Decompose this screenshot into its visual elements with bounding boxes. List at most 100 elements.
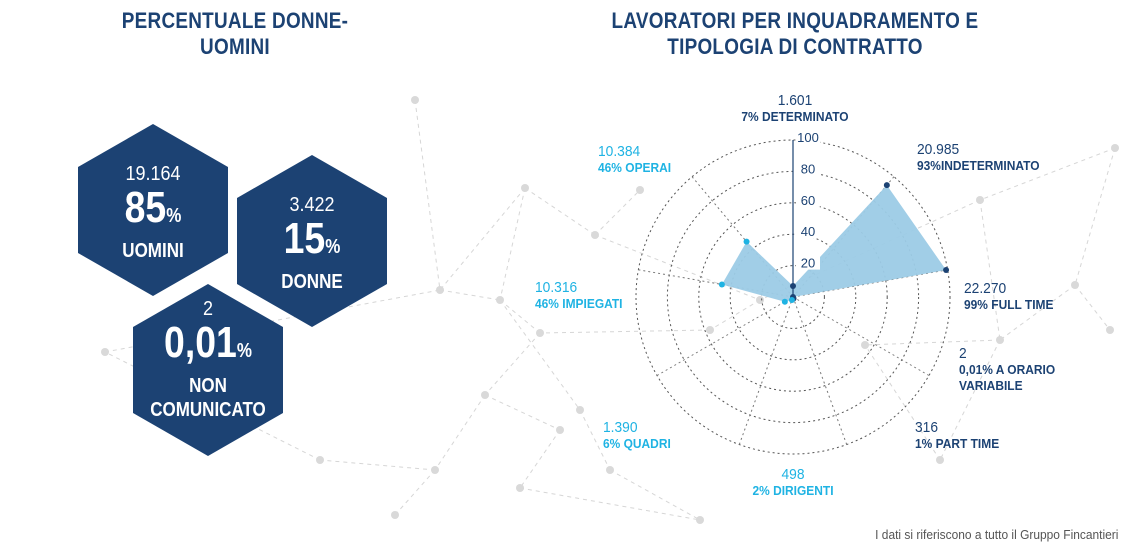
network-node	[101, 348, 109, 356]
label-determinato-count: 1.601	[777, 92, 813, 109]
label-part-time-text: 1% PART TIME	[915, 436, 1000, 451]
network-edge	[594, 189, 641, 236]
data-point-dirigenti	[788, 296, 795, 303]
network-edge	[1074, 284, 1111, 331]
network-node	[1106, 326, 1114, 334]
women-count: 3.422	[289, 194, 335, 216]
radar-grid-ring	[698, 202, 888, 392]
network-edge	[524, 187, 596, 236]
network-node	[516, 484, 524, 492]
hex-not-communicated-content: 2 0,01% NON COMUNICATO	[133, 298, 283, 422]
tick-label-background	[796, 130, 820, 144]
network-edge	[499, 299, 581, 411]
network-node	[936, 456, 944, 464]
network-edge	[439, 187, 526, 291]
network-edge	[709, 299, 761, 331]
network-edge	[594, 234, 761, 301]
data-point-impiegati	[718, 281, 725, 288]
network-edge	[979, 147, 1116, 201]
network-edge	[579, 409, 611, 471]
left-panel-title: PERCENTUALE DONNE-UOMINI	[121, 8, 349, 59]
network-edge	[499, 187, 526, 301]
label-orario-variabile-text-2: VARIABILE	[959, 378, 1023, 393]
footnote: I dati si riferiscono a tutto il Gruppo …	[874, 527, 1118, 542]
label-full-time-count: 22.270	[964, 280, 1007, 297]
right-title-line-2: TIPOLOGIA DI CONTRATTO	[667, 34, 923, 59]
label-dirigenti: 498 2% DIRIGENTI	[718, 467, 868, 499]
network-edge	[864, 339, 1001, 346]
data-point-operai	[743, 238, 750, 245]
network-node	[556, 426, 564, 434]
network-edge	[484, 394, 561, 431]
network-node	[636, 186, 644, 194]
network-edge	[484, 332, 541, 396]
network-edge	[609, 469, 701, 521]
network-node	[591, 231, 599, 239]
label-impiegati-count: 10.316	[535, 279, 578, 296]
network-node	[696, 516, 704, 524]
network-node	[391, 511, 399, 519]
network-node	[411, 96, 419, 104]
tick-label-100: 100	[797, 130, 819, 145]
network-node	[861, 341, 869, 349]
radar-grid-ring	[761, 265, 825, 329]
network-edge	[499, 299, 541, 334]
women-percent: 15%	[283, 214, 341, 263]
network-node	[1071, 281, 1079, 289]
label-full-time-text: 99% FULL TIME	[964, 297, 1054, 312]
radar-spoke	[792, 296, 930, 376]
label-dirigenti-count: 498	[781, 466, 805, 483]
right-panel-title: LAVORATORI PER INQUADRAMENTO E TIPOLOGIA…	[593, 8, 997, 60]
tick-label-20: 20	[801, 256, 815, 271]
network-edge	[519, 487, 701, 521]
network-node	[496, 296, 504, 304]
network-node	[536, 329, 544, 337]
network-edge	[394, 469, 436, 516]
tick-label-80: 80	[801, 161, 815, 176]
label-operai-count: 10.384	[598, 143, 641, 160]
label-orario-variabile-text-1: 0,01% A ORARIO	[959, 362, 1056, 377]
label-determinato-text: 7% DETERMINATO	[741, 109, 849, 124]
radar-series-area	[721, 185, 947, 302]
data-point-quadri	[781, 298, 788, 305]
men-count: 19.164	[125, 163, 181, 185]
men-percent: 85%	[124, 183, 182, 232]
data-point-determinato	[790, 283, 796, 290]
label-operai-text: 46% OPERAI	[598, 160, 672, 175]
network-edge	[939, 339, 1001, 461]
tick-label-60: 60	[801, 193, 815, 208]
not-communicated-count: 2	[202, 298, 214, 320]
label-dirigenti-text: 2% DIRIGENTI	[752, 483, 834, 498]
label-quadri-count: 1.390	[603, 419, 638, 436]
tick-label-background	[796, 255, 820, 270]
network-node	[316, 456, 324, 464]
radar-spoke	[656, 296, 794, 376]
right-title-line-1: LAVORATORI PER INQUADRAMENTO E	[611, 8, 979, 33]
women-label: DONNE	[281, 271, 343, 293]
men-label: UOMINI	[122, 240, 184, 262]
network-node	[976, 196, 984, 204]
label-impiegati-text: 46% IMPIEGATI	[535, 296, 623, 311]
not-communicated-label-1: NON	[189, 375, 227, 397]
label-indeterminato-count: 20.985	[917, 141, 960, 158]
network-node	[1111, 144, 1119, 152]
network-node	[431, 466, 439, 474]
tick-label-40: 40	[801, 224, 815, 239]
hexagon-not-communicated	[133, 284, 283, 456]
label-determinato: 1.601 7% DETERMINATO	[720, 93, 870, 125]
tick-label-background	[796, 161, 820, 176]
network-node	[606, 466, 614, 474]
network-node	[576, 406, 584, 414]
label-quadri-text: 6% QUADRI	[603, 436, 671, 451]
network-node	[706, 326, 714, 334]
label-part-time-count: 316	[915, 419, 939, 436]
network-edge	[319, 459, 436, 471]
radar-grid-ring	[635, 139, 951, 455]
not-communicated-percent: 0,01%	[164, 318, 252, 367]
label-impiegati: 10.316 46% IMPIEGATI	[535, 280, 655, 312]
radar-spoke	[792, 296, 848, 445]
network-node	[521, 184, 529, 192]
label-orario-variabile: 2 0,01% A ORARIO VARIABILE	[959, 346, 1099, 394]
